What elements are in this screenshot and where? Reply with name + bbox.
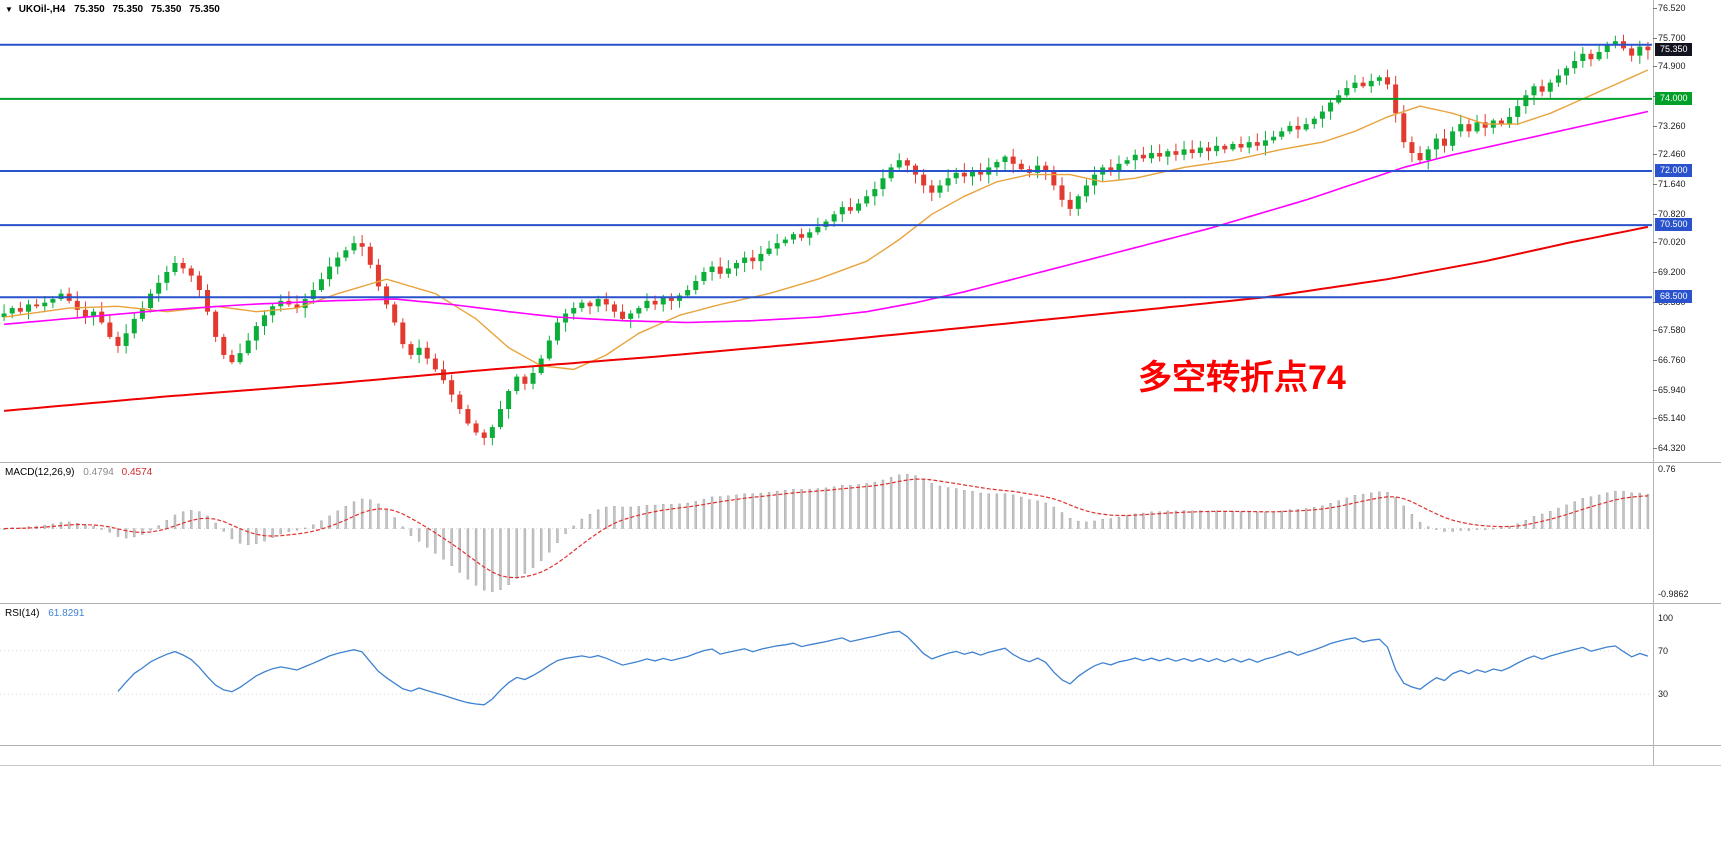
rsi-name: RSI(14) [5,608,40,619]
level-price-badge: 74.000 [1655,91,1692,105]
price-axis-label: 70.820 [1658,208,1686,219]
ma-slow-red [4,225,1649,412]
macd-name: MACD(12,26,9) [5,467,75,478]
ma-mid-magenta [4,110,1649,326]
level-price-badge: 70.500 [1655,218,1692,232]
price-axis-label: 66.760 [1658,355,1686,365]
candles-group [1,34,1651,446]
ma-fast-orange [4,69,1649,371]
rsi-axis-label: 100 [1658,613,1674,623]
price-axis-label: 74.900 [1658,61,1686,72]
chart-bottom-border [0,765,1721,766]
pane-separator [0,603,1721,604]
axis-tick [1653,8,1657,9]
rsi-axis-label: 70 [1658,645,1669,656]
price-axis-label: 71.640 [1658,179,1686,189]
triangle-marker-icon: ▼ [5,5,13,14]
rsi-line [117,630,1649,706]
macd-main-value: 0.4794 [83,467,114,478]
macd-signal-line [4,478,1648,579]
ohlc-close: 75.350 [189,4,220,15]
axis-tick [1653,37,1657,39]
price-axis-label: 75.700 [1658,32,1686,43]
price-axis-label: 70.020 [1658,237,1686,248]
macd-indicator-label: MACD(12,26,9) 0.4794 0.4574 [5,467,152,478]
chart-annotation-text[interactable]: 多空转折点74 [1138,359,1346,397]
axis-tick [1653,213,1657,215]
chart-canvas[interactable] [0,0,1721,766]
price-axis-label: 67.580 [1658,325,1686,336]
axis-tick [1653,125,1657,127]
price-axis-label: 64.320 [1658,443,1686,453]
pane-separator [0,745,1721,746]
symbol-name: UKOil-,H4 [18,4,66,15]
time-axis[interactable]: 7 May 202110 May 08:0011 May 16:0013 May… [0,745,1721,765]
price-axis-label: 69.200 [1658,267,1686,277]
price-axis-label: 65.140 [1658,413,1686,424]
rsi-indicator-label: RSI(14) 61.8291 [5,608,84,619]
price-axis-label: 72.460 [1658,149,1686,160]
axis-tick [1653,360,1657,361]
macd-axis-min-label: -0.9862 [1658,589,1689,599]
ohlc-open: 75.350 [74,4,105,15]
price-axis-label: 73.260 [1658,120,1686,131]
axis-tick [1653,418,1657,420]
level-price-badge: 68.500 [1655,290,1692,304]
macd-histogram [2,474,1650,592]
macd-axis-max-label: 0.76 [1658,464,1676,474]
rsi-axis-label: 30 [1658,689,1669,700]
rsi-value: 61.8291 [48,608,85,619]
axis-tick [1653,389,1657,391]
axis-tick [1653,154,1657,156]
axis-tick [1653,66,1657,68]
price-axis-label: 76.520 [1658,3,1686,13]
axis-tick [1653,330,1657,332]
ohlc-low: 75.350 [150,4,182,15]
price-axis-label: 65.940 [1658,384,1686,395]
macd-signal-value: 0.4574 [121,467,153,478]
ohlc-high: 75.350 [112,4,144,15]
symbol-ohlc-label: ▼ UKOil-,H4 75.350 75.350 75.350 75.350 [5,4,220,15]
pane-separator [0,462,1721,463]
current-price-badge: 75.350 [1655,43,1692,57]
axis-tick [1653,448,1657,449]
level-price-badge: 72.000 [1655,164,1692,178]
price-axis-border [1653,0,1654,765]
axis-tick [1653,272,1657,273]
axis-tick [1653,184,1657,185]
axis-tick [1653,242,1657,244]
